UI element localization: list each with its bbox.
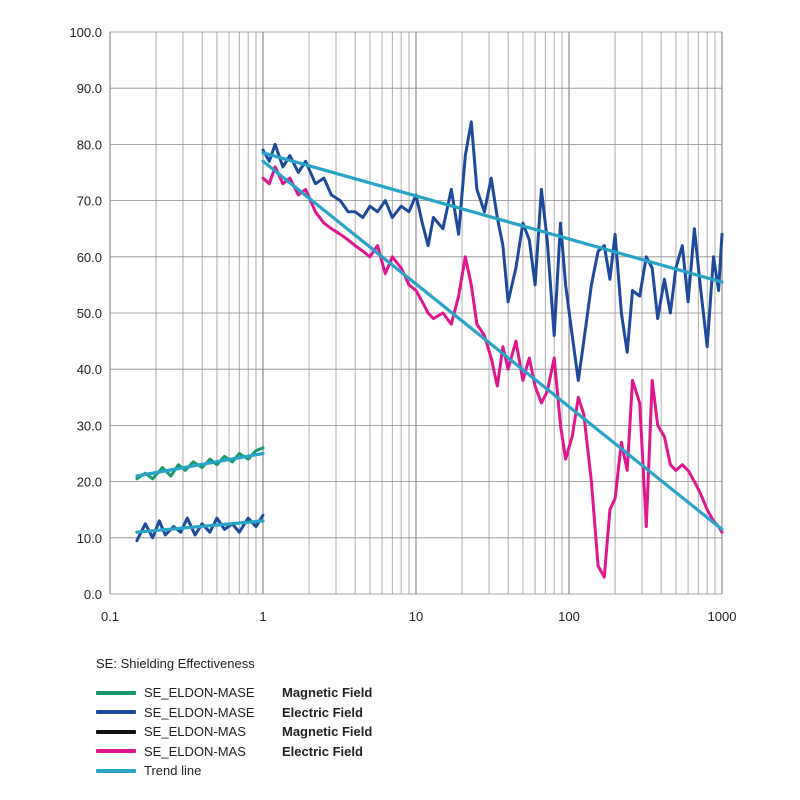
y-tick-label: 100.0 <box>69 25 102 40</box>
x-tick-label: 1000 <box>708 609 737 624</box>
series-mase-electric <box>135 513 265 543</box>
series-mase-electric-segment <box>261 120 724 382</box>
legend-series-desc: Electric Field <box>282 704 363 720</box>
shielding-effectiveness-chart: 0.0 10.0 20.0 30.0 40.0 50.0 60.0 70.0 80.0 90.0 1… <box>69 25 736 624</box>
grid <box>109 31 723 595</box>
series-mas-electric <box>261 165 724 579</box>
legend-item-mase-magnetic: SE_ELDON-MASE Magnetic Field <box>96 683 372 703</box>
legend-item-mase-electric: SE_ELDON-MASE Electric Field <box>96 703 372 723</box>
y-tick-label: 50.0 <box>77 306 102 321</box>
legend-swatch <box>96 729 136 734</box>
y-tick-label: 60.0 <box>77 250 102 265</box>
x-tick-label: 100 <box>558 609 580 624</box>
series-trend-line <box>261 151 724 284</box>
x-tick-label: 0.1 <box>101 609 119 624</box>
y-tick-label: 30.0 <box>77 418 102 433</box>
y-tick-label: 80.0 <box>77 137 102 152</box>
legend-series-name: SE_ELDON-MAS <box>144 743 246 759</box>
series-layer <box>135 120 724 579</box>
tick-labels: 0.0 10.0 20.0 30.0 40.0 50.0 60.0 70.0 80.0 90.0 1… <box>69 25 736 624</box>
series-trend-line <box>261 159 724 532</box>
y-tick-label: 10.0 <box>77 531 102 546</box>
y-tick-label: 0.0 <box>84 587 102 602</box>
legend-item-trend-line: Trend line <box>96 761 372 781</box>
legend-series-desc: Magnetic Field <box>282 724 373 740</box>
x-tick-label: 10 <box>409 609 423 624</box>
y-tick-label: 40.0 <box>77 362 102 377</box>
x-tick-label: 1 <box>259 609 266 624</box>
legend-series-name: Trend line <box>144 763 202 779</box>
legend-series-name: SE_ELDON-MAS <box>144 724 246 740</box>
legend-series-desc: Magnetic Field <box>282 685 373 701</box>
y-tick-label: 20.0 <box>77 475 102 490</box>
legend-item-mas-magnetic: SE_ELDON-MAS Magnetic Field <box>96 722 372 742</box>
legend-swatch <box>96 710 136 715</box>
legend-swatch <box>96 768 136 773</box>
y-tick-label: 90.0 <box>77 81 102 96</box>
legend-swatch <box>96 749 136 754</box>
series-trend-line <box>135 451 265 478</box>
legend-series-desc: Electric Field <box>282 743 363 759</box>
legend-title: SE: Shielding Effectiveness <box>96 656 255 671</box>
series-trend-line <box>135 519 265 534</box>
y-tick-label: 70.0 <box>77 194 102 209</box>
legend: SE: Shielding Effectiveness SE_ELDON-MAS… <box>96 656 372 781</box>
legend-swatch <box>96 690 136 695</box>
legend-item-mas-electric: SE_ELDON-MAS Electric Field <box>96 742 372 762</box>
legend-series-name: SE_ELDON-MASE <box>144 685 255 701</box>
legend-series-name: SE_ELDON-MASE <box>144 704 255 720</box>
